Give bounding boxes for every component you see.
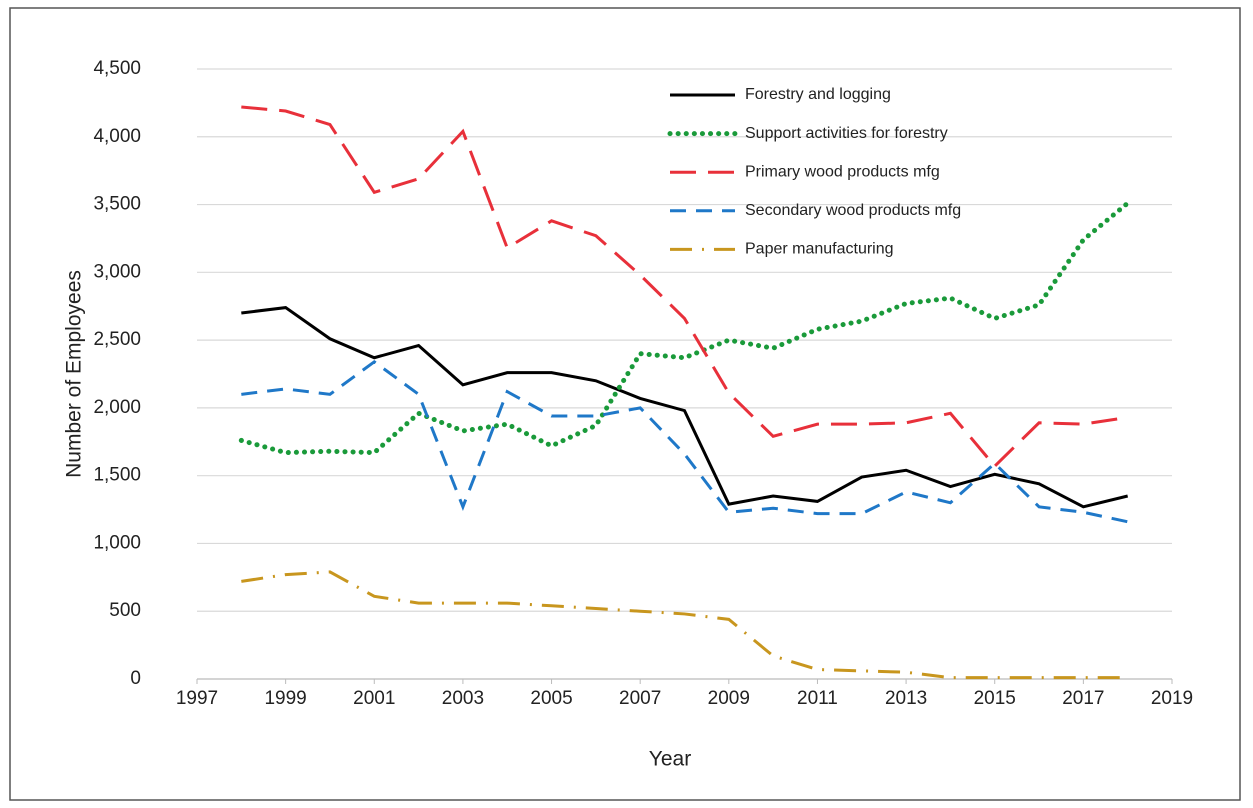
series-line bbox=[241, 359, 1128, 524]
legend-label: Support activities for forestry bbox=[745, 125, 948, 142]
legend-label: Secondary wood products mfg bbox=[745, 202, 961, 219]
x-tick-label: 1997 bbox=[176, 688, 218, 709]
y-tick-label: 1,000 bbox=[93, 532, 141, 553]
x-tick-label: 2019 bbox=[1151, 688, 1193, 709]
y-tick-label: 2,000 bbox=[93, 397, 141, 418]
series-line bbox=[238, 200, 1131, 456]
x-tick-label: 2017 bbox=[1062, 688, 1104, 709]
x-tick-label: 2011 bbox=[797, 688, 838, 709]
y-tick-label: 4,000 bbox=[93, 126, 141, 147]
x-tick-label: 1999 bbox=[264, 688, 306, 709]
x-tick-label: 2007 bbox=[619, 688, 661, 709]
series-line bbox=[241, 570, 1128, 680]
x-tick-label: 2001 bbox=[353, 688, 395, 709]
x-tick-label: 2005 bbox=[530, 688, 572, 709]
y-tick-label: 500 bbox=[109, 600, 141, 621]
x-tick-label: 2009 bbox=[708, 688, 750, 709]
y-tick-label: 2,500 bbox=[93, 329, 141, 350]
y-tick-label: 4,500 bbox=[93, 58, 141, 79]
series-line bbox=[241, 105, 1128, 469]
x-tick-label: 2015 bbox=[974, 688, 1016, 709]
y-tick-label: 3,500 bbox=[93, 194, 141, 215]
x-axis-label: Year bbox=[649, 748, 691, 771]
y-tick-label: 0 bbox=[130, 668, 141, 689]
y-axis-label: Number of Employees bbox=[63, 270, 86, 478]
legend-label: Forestry and logging bbox=[745, 86, 891, 103]
x-tick-label: 2003 bbox=[442, 688, 484, 709]
y-tick-label: 1,500 bbox=[93, 465, 141, 486]
frame bbox=[9, 7, 1241, 801]
legend-label: Primary wood products mfg bbox=[745, 163, 940, 180]
x-tick-label: 2013 bbox=[885, 688, 927, 709]
series-line bbox=[241, 306, 1129, 509]
legend-label: Paper manufacturing bbox=[745, 241, 894, 258]
y-tick-label: 3,000 bbox=[93, 261, 141, 282]
